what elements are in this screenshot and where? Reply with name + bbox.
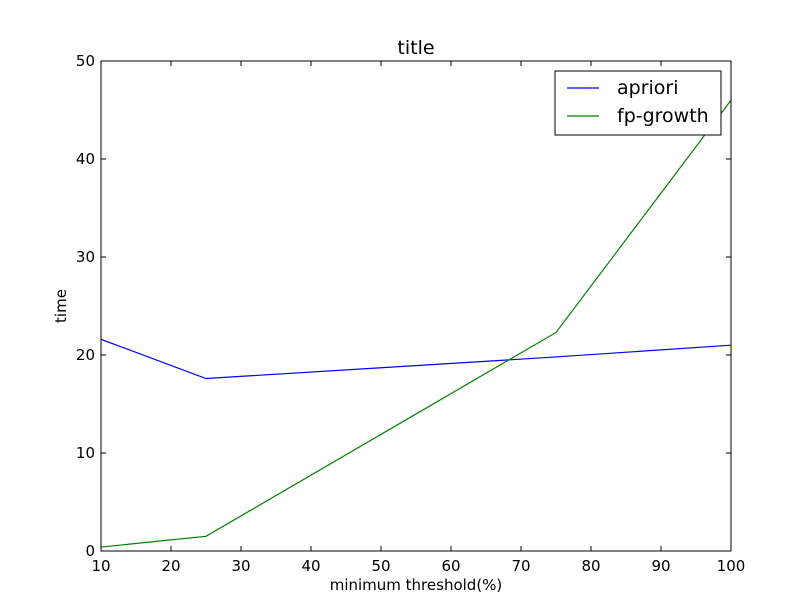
plot-frame	[100, 60, 732, 552]
y-tick-label: 30	[76, 248, 95, 266]
y-tick-label: 10	[76, 444, 95, 462]
x-tick-label: 20	[161, 557, 180, 575]
y-ticks: 0 10 20 30 40 50	[76, 52, 731, 560]
series-layer	[101, 99, 731, 548]
legend-label-apriori: apriori	[617, 77, 679, 99]
y-tick-label: 20	[76, 346, 95, 364]
chart-title: title	[397, 37, 434, 59]
series-line-apriori	[101, 338, 731, 380]
x-tick-label: 30	[231, 557, 250, 575]
x-ticks: 10 20 30 40 50 60 70 80 90 100	[91, 61, 745, 575]
y-tick-label: 50	[76, 52, 95, 70]
x-tick-label: 60	[441, 557, 460, 575]
legend-box	[554, 70, 722, 136]
x-tick-label: 100	[717, 557, 746, 575]
y-axis-label: time	[52, 289, 70, 323]
x-tick-label: 70	[511, 557, 530, 575]
x-tick-label: 50	[371, 557, 390, 575]
x-tick-label: 90	[651, 557, 670, 575]
legend-label-fp-growth: fp-growth	[617, 105, 709, 127]
x-tick-label: 40	[301, 557, 320, 575]
y-tick-label: 40	[76, 150, 95, 168]
x-axis-label: minimum threshold(%)	[330, 576, 503, 594]
legend: apriori fp-growth	[554, 70, 722, 136]
x-tick-label: 80	[581, 557, 600, 575]
series-line-fp-growth	[101, 99, 731, 548]
y-tick-label: 0	[85, 542, 95, 560]
x-tick-label: 10	[91, 557, 110, 575]
